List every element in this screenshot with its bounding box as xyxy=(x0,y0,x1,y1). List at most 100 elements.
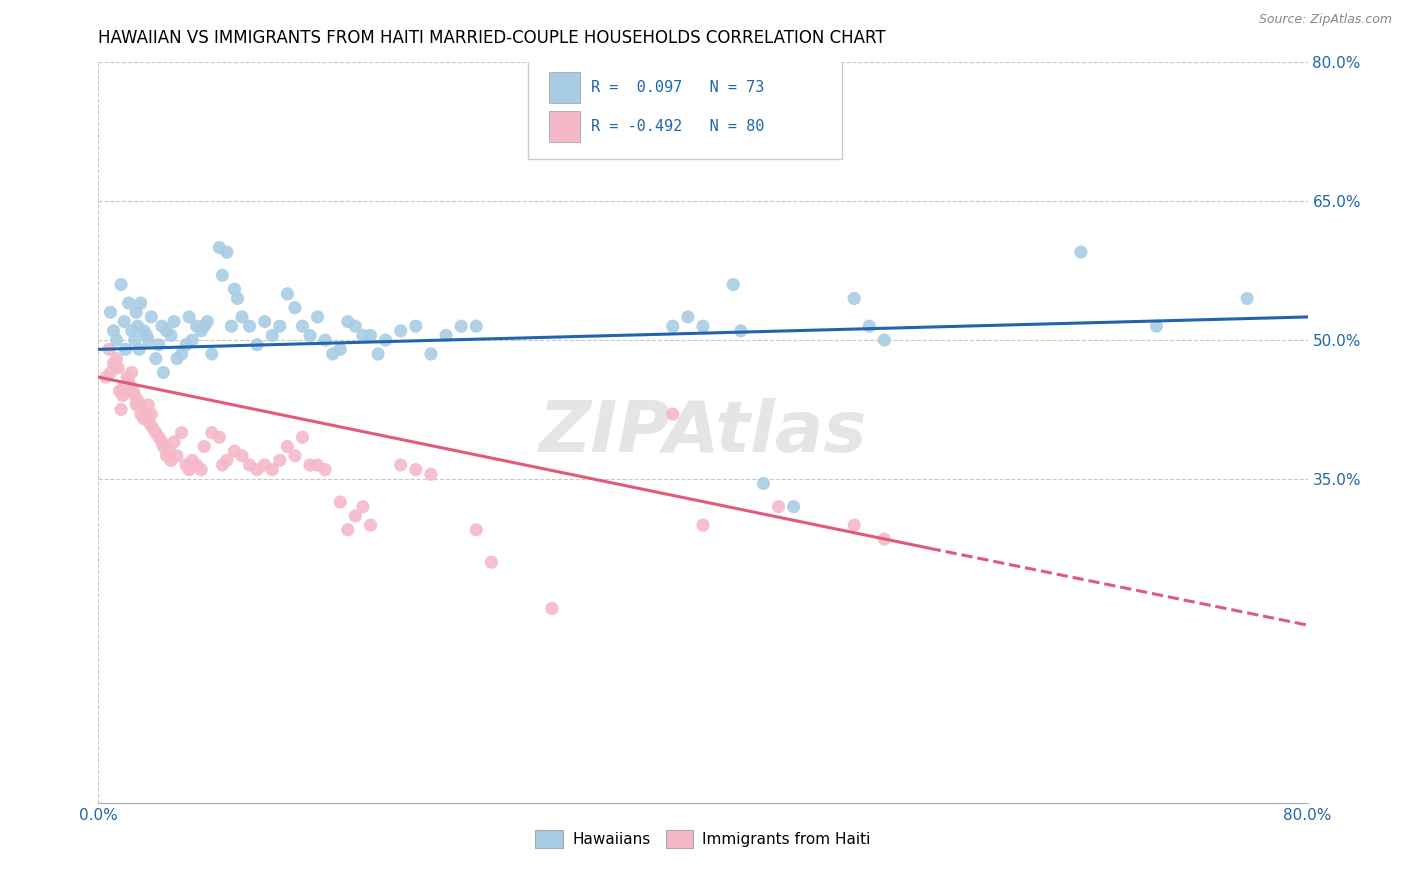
Point xyxy=(231,310,253,324)
FancyBboxPatch shape xyxy=(550,112,579,143)
Text: R =  0.097   N = 73: R = 0.097 N = 73 xyxy=(591,80,763,95)
Point xyxy=(481,555,503,569)
Point xyxy=(858,319,880,334)
Point xyxy=(141,407,163,421)
Point xyxy=(150,434,173,449)
Point xyxy=(231,449,253,463)
Point xyxy=(127,319,149,334)
Point xyxy=(336,523,359,537)
Point xyxy=(1070,245,1092,260)
Point xyxy=(166,449,188,463)
Point xyxy=(284,301,307,315)
Point xyxy=(352,500,374,514)
Point xyxy=(122,384,145,398)
Point xyxy=(136,333,159,347)
Point xyxy=(163,434,186,449)
Point xyxy=(768,500,790,514)
Point xyxy=(105,333,128,347)
Point xyxy=(160,453,183,467)
Point xyxy=(730,324,752,338)
Point xyxy=(211,268,233,283)
Point xyxy=(145,351,167,366)
Point xyxy=(159,444,181,458)
Point xyxy=(246,462,269,476)
Point xyxy=(211,458,233,472)
Text: ZIPAtlas: ZIPAtlas xyxy=(538,398,868,467)
Point xyxy=(661,319,683,334)
Point xyxy=(94,370,117,384)
Point xyxy=(201,425,224,440)
Text: HAWAIIAN VS IMMIGRANTS FROM HAITI MARRIED-COUPLE HOUSEHOLDS CORRELATION CHART: HAWAIIAN VS IMMIGRANTS FROM HAITI MARRIE… xyxy=(98,29,886,47)
Point xyxy=(145,425,167,440)
Point xyxy=(253,458,276,472)
Point xyxy=(307,310,329,324)
Point xyxy=(170,347,193,361)
Point xyxy=(152,366,174,380)
Point xyxy=(239,458,262,472)
Point xyxy=(1236,292,1258,306)
Point xyxy=(253,314,276,328)
Point xyxy=(465,319,488,334)
Point xyxy=(127,393,149,408)
Point xyxy=(100,305,122,319)
Point xyxy=(329,495,352,509)
Point xyxy=(262,462,284,476)
Point xyxy=(179,310,201,324)
Point xyxy=(873,333,896,347)
Point xyxy=(152,440,174,454)
Point xyxy=(314,333,336,347)
Point xyxy=(374,333,396,347)
Point xyxy=(124,333,146,347)
Point xyxy=(179,462,201,476)
Text: Source: ZipAtlas.com: Source: ZipAtlas.com xyxy=(1258,13,1392,27)
Point xyxy=(125,398,148,412)
Point xyxy=(150,319,173,334)
Point xyxy=(110,277,132,292)
Point xyxy=(783,500,806,514)
Point xyxy=(139,417,162,431)
Point xyxy=(129,296,152,310)
Point xyxy=(723,277,745,292)
Point xyxy=(128,343,150,357)
Point xyxy=(360,518,382,533)
Point xyxy=(844,292,866,306)
Point xyxy=(269,319,291,334)
Point xyxy=(118,296,141,310)
Point xyxy=(344,508,367,523)
Point xyxy=(114,384,136,398)
Point xyxy=(190,462,212,476)
Point xyxy=(405,462,427,476)
Point xyxy=(329,343,352,357)
Point xyxy=(661,407,683,421)
Point xyxy=(465,523,488,537)
Point xyxy=(136,398,159,412)
Point xyxy=(193,440,215,454)
Point xyxy=(135,328,157,343)
Point xyxy=(284,449,307,463)
Point xyxy=(166,351,188,366)
Point xyxy=(170,425,193,440)
Point xyxy=(291,319,314,334)
Point xyxy=(752,476,775,491)
Point xyxy=(844,518,866,533)
Point xyxy=(193,319,215,334)
Point xyxy=(239,319,262,334)
Point xyxy=(344,319,367,334)
Point xyxy=(100,366,122,380)
Point xyxy=(262,328,284,343)
Point xyxy=(360,328,382,343)
Point xyxy=(215,245,238,260)
Point xyxy=(226,292,249,306)
Point xyxy=(336,314,359,328)
Point xyxy=(322,347,344,361)
Point xyxy=(112,314,135,328)
Point xyxy=(434,328,457,343)
Point xyxy=(269,453,291,467)
Point xyxy=(299,458,322,472)
Point xyxy=(174,337,197,351)
Point xyxy=(108,384,131,398)
Point xyxy=(135,407,157,421)
Point xyxy=(246,337,269,351)
Point xyxy=(692,319,714,334)
Text: R = -0.492   N = 80: R = -0.492 N = 80 xyxy=(591,120,763,135)
